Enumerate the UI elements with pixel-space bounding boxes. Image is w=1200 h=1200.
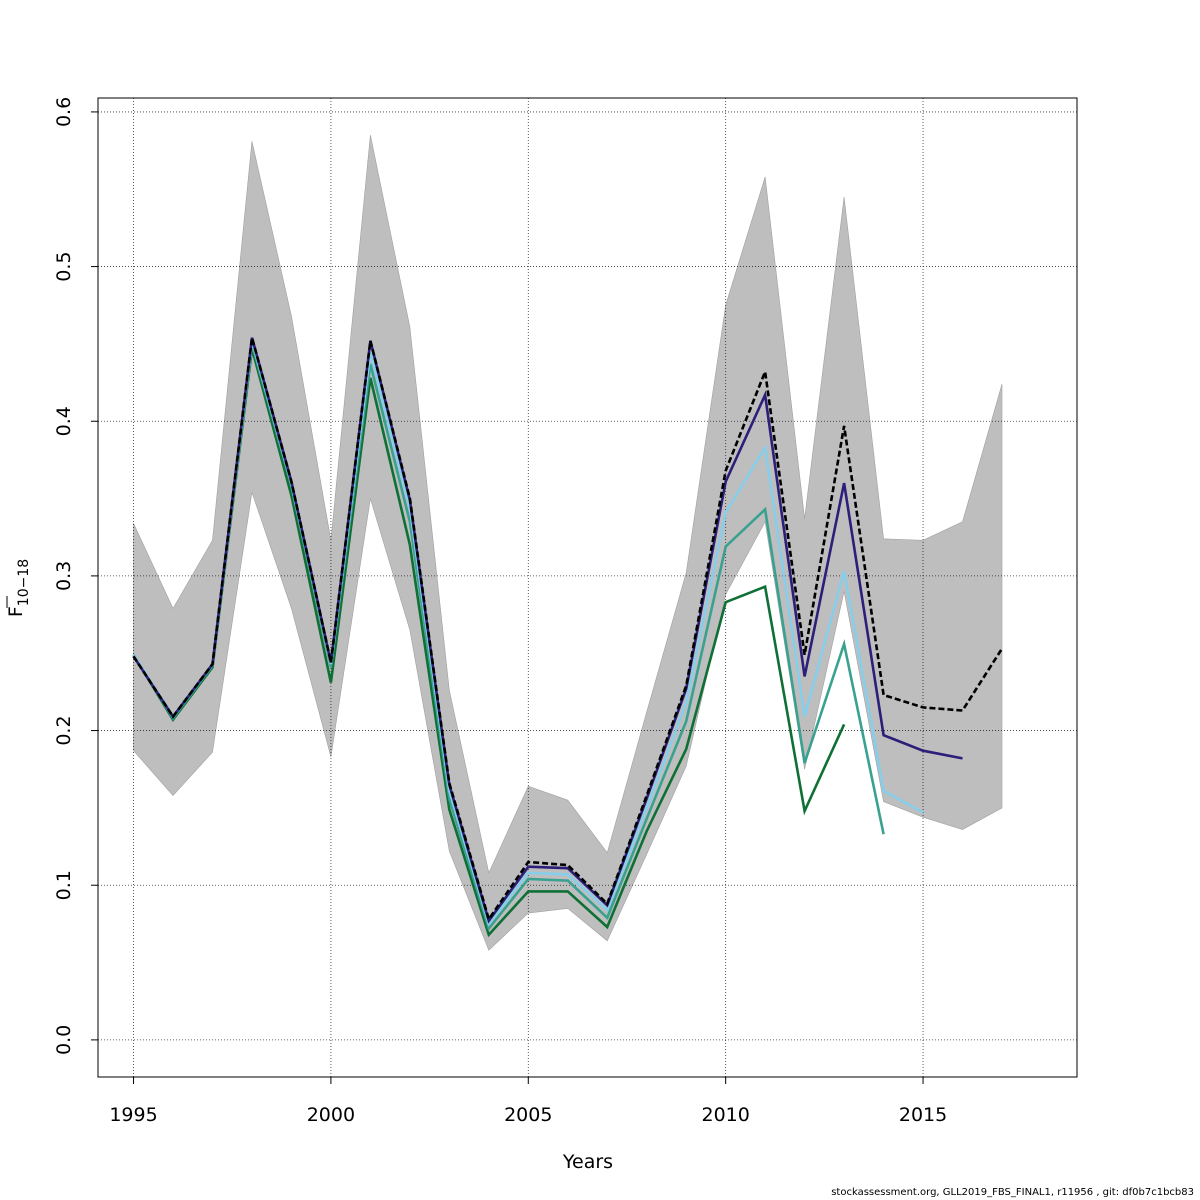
y-axis-label-subscript: 10−18 — [16, 559, 32, 606]
y-tick-label: 0.3 — [53, 561, 75, 591]
y-axis-label: F10−18 — [5, 559, 32, 617]
x-tick-label: 2005 — [504, 1104, 552, 1126]
y-tick-label: 0.0 — [53, 1025, 75, 1055]
confidence-band — [133, 135, 1003, 951]
footer-caption: stockassessment.org, GLL2019_FBS_FINAL1,… — [831, 1187, 1194, 1198]
y-tick-label: 0.1 — [53, 870, 75, 900]
x-tick-label: 2000 — [307, 1104, 355, 1126]
y-tick-label: 0.5 — [53, 251, 75, 281]
axis-layer: 1995 2000 2005 2010 2015 0.0 0.1 0.2 0.3 0.4 0.5 0.… — [53, 97, 947, 1126]
series-layer — [132, 337, 1004, 938]
plot-frame — [97, 97, 1078, 1078]
y-tick-label: 0.4 — [53, 406, 75, 436]
svg-text:F10−18: F10−18 — [5, 559, 32, 617]
x-tick-label: 2015 — [899, 1104, 947, 1126]
x-tick-label: 2010 — [701, 1104, 749, 1126]
series-line — [132, 337, 1004, 923]
confidence-band-layer — [133, 135, 1003, 951]
y-axis-label-main: F — [5, 606, 27, 617]
y-tick-label: 0.2 — [53, 715, 75, 745]
x-tick-label: 1995 — [109, 1104, 157, 1126]
x-axis-label: Years — [562, 1151, 613, 1173]
y-tick-label: 0.6 — [53, 97, 75, 127]
